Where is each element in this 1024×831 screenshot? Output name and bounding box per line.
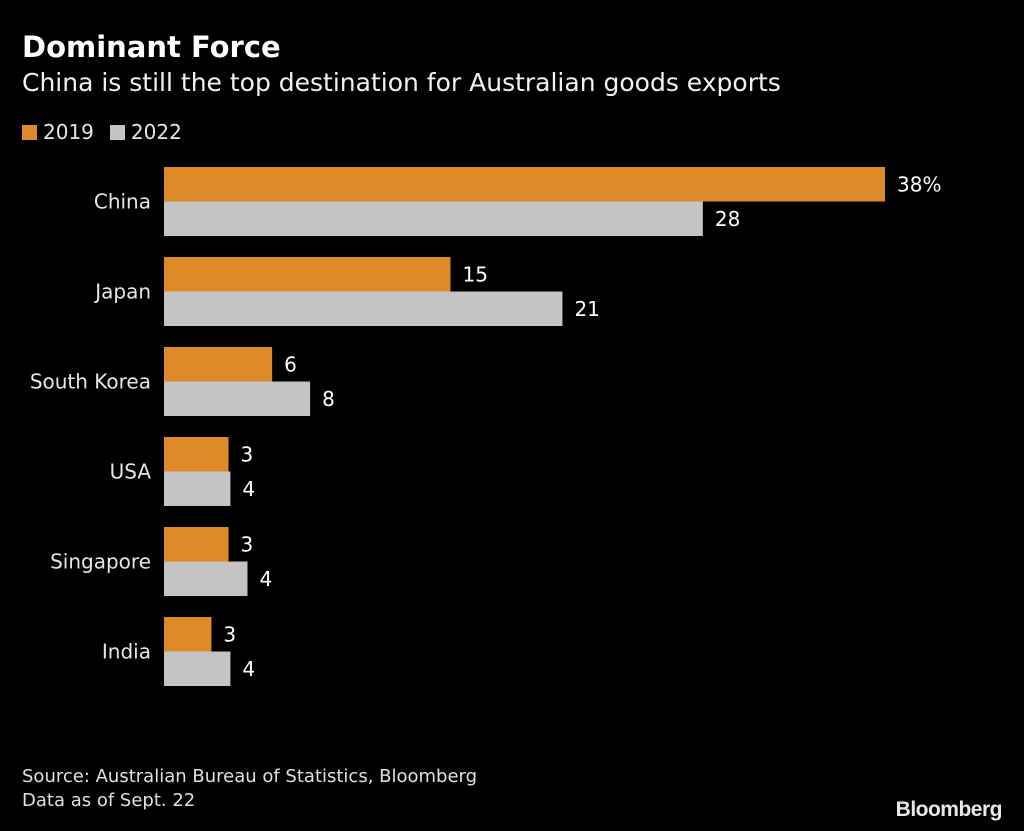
data-label-singapore-2019: 3 [241, 532, 254, 556]
category-label-china: China [94, 190, 151, 214]
data-date-note: Data as of Sept. 22 [22, 790, 196, 811]
data-label-usa-2019: 3 [241, 442, 254, 466]
bar-india-2019 [164, 617, 212, 652]
data-label-china-2022: 28 [715, 207, 740, 231]
source-note: Source: Australian Bureau of Statistics,… [22, 766, 478, 787]
bar-japan-2019 [164, 257, 451, 292]
data-label-singapore-2022: 4 [259, 567, 272, 591]
data-label-japan-2019: 15 [463, 262, 488, 286]
bar-singapore-2019 [164, 527, 229, 562]
legend-swatch-2019 [22, 124, 37, 140]
bar-china-2022 [164, 201, 703, 236]
data-label-usa-2022: 4 [242, 477, 255, 501]
bar-india-2022 [164, 651, 231, 686]
bar-south-korea-2019 [164, 347, 273, 382]
data-label-south-korea-2022: 8 [322, 387, 335, 411]
category-label-usa: USA [110, 460, 152, 484]
category-label-south-korea: South Korea [30, 370, 151, 394]
bar-singapore-2022 [164, 561, 248, 596]
data-label-india-2019: 3 [223, 622, 236, 646]
data-label-japan-2022: 21 [574, 297, 599, 321]
category-label-japan: Japan [93, 280, 151, 304]
legend-swatch-2022 [109, 124, 125, 140]
data-label-india-2022: 4 [242, 657, 255, 681]
bar-usa-2022 [164, 471, 231, 506]
bar-south-korea-2022 [164, 381, 311, 416]
legend-label-2022: 2022 [130, 120, 182, 144]
legend-item-2019: 2019 [22, 120, 94, 144]
data-label-south-korea-2019: 6 [284, 352, 297, 376]
legend-item-2022: 2022 [109, 120, 182, 144]
chart-subtitle: China is still the top destination for A… [22, 68, 781, 97]
data-label-china-2019: 38% [897, 172, 941, 196]
category-label-india: India [102, 640, 151, 664]
footer: Source: Australian Bureau of Statistics,… [22, 765, 477, 813]
category-label-singapore: Singapore [50, 550, 151, 574]
bar-japan-2022 [164, 291, 563, 326]
bar-usa-2019 [164, 437, 229, 472]
bar-china-2019 [164, 167, 885, 202]
bloomberg-logo: Bloomberg [895, 798, 1003, 821]
legend-label-2019: 2019 [43, 120, 94, 144]
legend: 2019 2022 [22, 120, 182, 144]
chart-title: Dominant Force [22, 30, 281, 64]
